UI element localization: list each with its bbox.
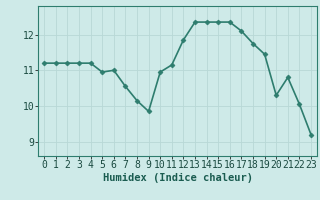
X-axis label: Humidex (Indice chaleur): Humidex (Indice chaleur) bbox=[103, 173, 252, 183]
